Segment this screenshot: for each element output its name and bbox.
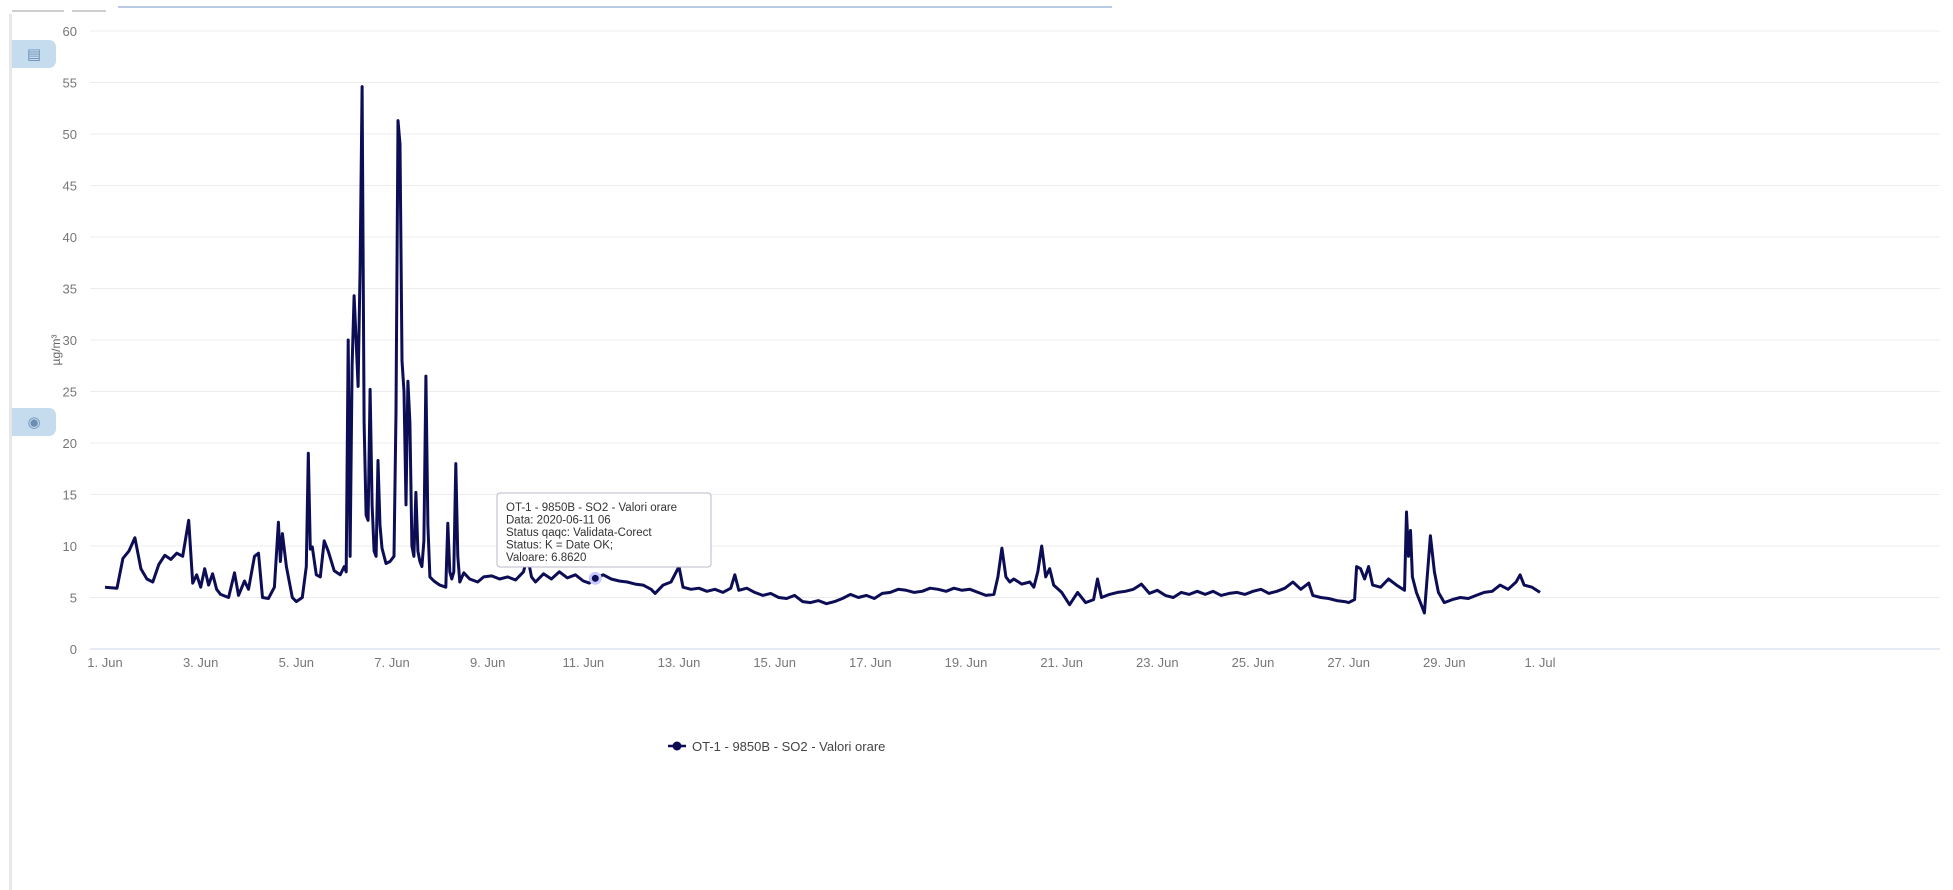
y-tick-label: 25 (63, 385, 77, 400)
network-icon: ◉ (27, 414, 41, 431)
x-tick-label: 5. Jun (279, 655, 314, 670)
tooltip-box (496, 492, 712, 568)
tooltip-line: OT-1 - 9850B - SO2 - Valori orare (506, 502, 677, 514)
y-tick-label: 40 (63, 230, 77, 245)
left-rail (9, 14, 12, 890)
bar-chart-icon: ▤ (26, 46, 42, 63)
x-tick-label: 27. Jun (1327, 655, 1370, 670)
top-tab-bar (0, 0, 1953, 14)
y-axis-label: µg/m³ (49, 335, 63, 366)
x-tick-label: 21. Jun (1040, 655, 1083, 670)
top-tab[interactable] (72, 0, 106, 12)
x-axis-ticks: 1. Jun 3. Jun 5. Jun 7. Jun 9. Jun 11. Jun 13.… (87, 655, 1555, 670)
legend-marker (672, 741, 682, 751)
x-tick-label: 19. Jun (945, 655, 988, 670)
tooltip-line: Status qaqc: Validata-Corect (506, 527, 652, 539)
y-tick-label: 5 (70, 591, 77, 606)
top-divider (118, 6, 1112, 8)
y-axis-ticks: 0 5 10 15 20 25 30 35 40 45 50 55 60 (63, 24, 77, 657)
tooltip-line: Valoare: 6.8620 (506, 552, 586, 564)
y-tick-label: 0 (70, 642, 77, 657)
x-tick-label: 1. Jun (87, 655, 122, 670)
tooltip-line: Data: 2020-06-11 06 (506, 515, 611, 527)
x-tick-label: 17. Jun (849, 655, 892, 670)
y-tick-label: 15 (63, 488, 77, 503)
x-tick-label: 29. Jun (1423, 655, 1466, 670)
y-tick-label: 10 (63, 539, 77, 554)
grid-lines (90, 30, 1940, 650)
series-line[interactable] (104, 85, 1541, 615)
hover-marker[interactable] (588, 571, 602, 585)
y-tick-label: 45 (63, 179, 77, 194)
legend-label: OT-1 - 9850B - SO2 - Valori orare (692, 739, 885, 754)
y-tick-label: 60 (63, 24, 77, 39)
x-tick-label: 11. Jun (562, 655, 604, 670)
y-tick-label: 35 (63, 282, 77, 297)
y-tick-label: 20 (63, 436, 77, 451)
y-tick-label: 55 (63, 76, 77, 91)
x-tick-label: 9. Jun (470, 655, 505, 670)
x-tick-label: 15. Jun (753, 655, 796, 670)
y-tick-label: 30 (63, 333, 77, 348)
network-view-button[interactable]: ◉ (12, 408, 56, 436)
x-tick-label: 3. Jun (183, 655, 218, 670)
chart-view-button[interactable]: ▤ (12, 40, 56, 68)
x-tick-label: 25. Jun (1232, 655, 1275, 670)
x-tick-label: 1. Jul (1524, 655, 1555, 670)
x-tick-label: 23. Jun (1136, 655, 1179, 670)
top-tab[interactable] (12, 0, 64, 12)
legend[interactable]: OT-1 - 9850B - SO2 - Valori orare (668, 739, 885, 754)
x-tick-label: 7. Jun (374, 655, 409, 670)
y-tick-label: 50 (63, 127, 77, 142)
x-tick-label: 13. Jun (658, 655, 701, 670)
tooltip-line: Status: K = Date OK; (506, 540, 613, 552)
